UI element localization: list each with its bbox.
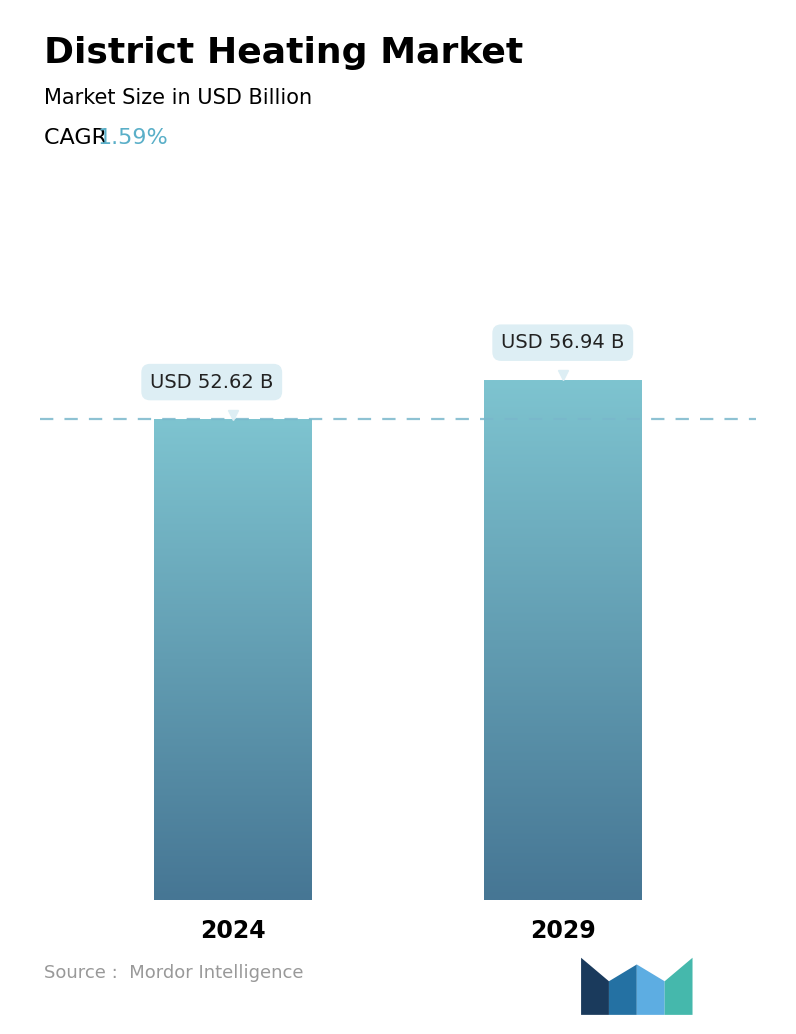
Text: Market Size in USD Billion: Market Size in USD Billion bbox=[44, 88, 312, 108]
Text: USD 56.94 B: USD 56.94 B bbox=[501, 333, 624, 353]
Polygon shape bbox=[609, 965, 637, 1015]
Polygon shape bbox=[637, 965, 665, 1015]
Polygon shape bbox=[581, 957, 609, 1015]
Polygon shape bbox=[665, 957, 693, 1015]
Text: CAGR: CAGR bbox=[44, 128, 121, 148]
Text: Source :  Mordor Intelligence: Source : Mordor Intelligence bbox=[44, 965, 303, 982]
Text: USD 52.62 B: USD 52.62 B bbox=[150, 372, 273, 392]
Text: District Heating Market: District Heating Market bbox=[44, 36, 523, 70]
Text: 1.59%: 1.59% bbox=[98, 128, 169, 148]
